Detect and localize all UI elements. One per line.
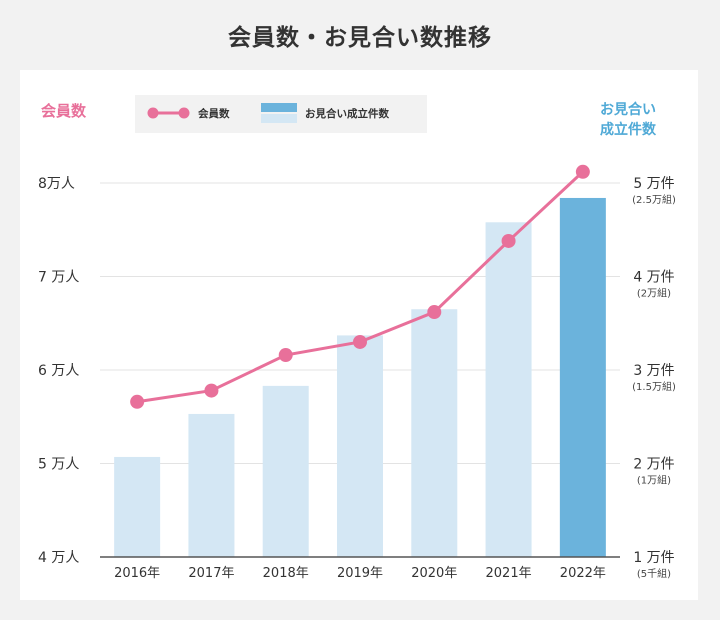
axes: 4 万人 5 万人 6 万人 7 万人 8万人 1 万件(5千組) 2 万件(1万組) 3 万…: [38, 176, 676, 581]
right-tick-sublabel: (2万組): [637, 287, 671, 300]
x-tick-label: 2020年: [411, 566, 457, 581]
x-tick-label: 2021年: [486, 566, 532, 581]
right-tick-label: 5 万件: [633, 176, 674, 192]
legend-line-marker: [147, 107, 159, 119]
x-tick-label: 2022年: [560, 566, 606, 581]
left-tick-label: 6 万人: [38, 363, 79, 379]
right-axis-title-line1: お見合い: [600, 101, 656, 118]
line-point: [278, 348, 293, 363]
membership-chart: 4 万人 5 万人 6 万人 7 万人 8万人 1 万件(5千組) 2 万件(1万組) 3 万…: [38, 95, 676, 581]
right-tick-sublabel: (1.5万組): [632, 380, 676, 393]
bar: [337, 335, 383, 557]
x-tick-label: 2018年: [263, 566, 309, 581]
line-point: [353, 334, 367, 349]
right-tick-label: 2 万件: [633, 457, 674, 473]
left-tick-label: 8万人: [38, 176, 75, 192]
line-point: [204, 383, 219, 398]
bar: [485, 222, 532, 557]
legend-line-marker: [178, 107, 190, 119]
line-point: [575, 164, 590, 179]
right-axis-title-line2: 成立件数: [600, 121, 657, 138]
x-tick-label: 2016年: [114, 566, 160, 581]
right-tick-label: 3 万件: [633, 363, 674, 379]
right-tick-sublabel: (5千組): [637, 567, 671, 580]
legend: 会員数 お見合い成立件数: [135, 95, 427, 133]
right-tick-label: 4 万件: [633, 270, 674, 286]
bar: [114, 456, 161, 557]
right-tick-sublabel: (2.5万組): [632, 193, 676, 206]
legend-label-matches: お見合い成立件数: [305, 107, 389, 120]
legend-bar-swatch: [261, 114, 297, 123]
bar-series: [114, 197, 606, 557]
bar: [559, 197, 606, 557]
chart-panel: 4 万人 5 万人 6 万人 7 万人 8万人 1 万件 (5千組) 2 万件 (1万組) 3 万…: [20, 70, 698, 600]
bar: [411, 309, 458, 557]
right-tick-sublabel: (1万組): [637, 474, 671, 487]
chart-title: 会員数・お見合い数推移: [228, 25, 492, 51]
legend-bar-swatch-highlight: [261, 103, 297, 112]
left-axis-title: 会員数: [41, 102, 87, 120]
line-series: [130, 164, 590, 409]
bar: [262, 385, 309, 557]
x-tick-label: 2017年: [188, 566, 234, 581]
left-tick-label: 4 万人: [38, 550, 79, 566]
left-tick-label: 7 万人: [38, 270, 79, 286]
bar: [188, 413, 235, 557]
line-point: [501, 233, 516, 248]
line-point: [130, 394, 145, 409]
right-tick-label: 1 万件: [633, 550, 674, 566]
x-tick-label: 2019年: [337, 566, 383, 581]
left-tick-label: 5 万人: [38, 457, 79, 473]
line-point: [427, 305, 442, 320]
legend-label-members: 会員数: [198, 107, 230, 120]
